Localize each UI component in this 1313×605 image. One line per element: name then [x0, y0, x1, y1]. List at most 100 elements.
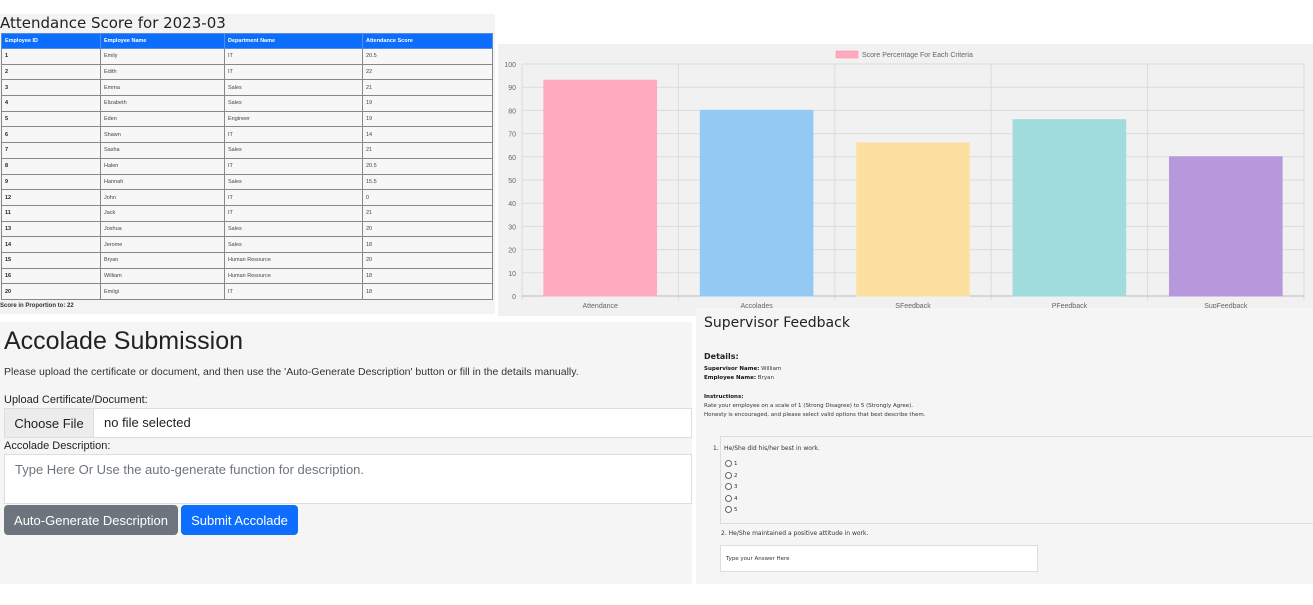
- question-2-text: 2. He/She maintained a positive attitude…: [721, 530, 869, 537]
- y-tick-label: 80: [508, 108, 516, 115]
- header-department-name: Department Name: [224, 33, 363, 49]
- table-row: 20 Emilgi IT 18: [1, 283, 493, 300]
- cell-department: IT: [224, 189, 363, 206]
- cell-employee-name: Eden: [100, 110, 225, 128]
- table-row: 3 Emma Sales 21: [1, 79, 493, 97]
- cell-employee-name: William: [100, 267, 225, 285]
- cell-employee-id: 4: [1, 95, 101, 112]
- accolade-panel: Accolade Submission Please upload the ce…: [0, 322, 692, 584]
- file-input[interactable]: Choose File no file selected: [4, 408, 692, 438]
- table-row: 15 Bryan Human Resource 20: [1, 251, 493, 269]
- cell-department: IT: [224, 204, 363, 222]
- cell-employee-name: Halen: [100, 157, 225, 175]
- bar-pfeedback: [1012, 119, 1127, 297]
- cell-employee-name: Shawn: [100, 126, 225, 144]
- cell-employee-id: 15: [1, 251, 101, 269]
- cell-employee-name: Bryan: [100, 251, 225, 269]
- x-tick-label: Attendance: [582, 303, 618, 310]
- cell-employee-name: Emilgi: [100, 283, 225, 300]
- cell-employee-id: 14: [1, 236, 101, 253]
- cell-department: Sales: [224, 79, 363, 97]
- radio-icon[interactable]: [725, 506, 732, 513]
- cell-employee-id: 12: [1, 189, 101, 206]
- cell-employee-id: 5: [1, 110, 101, 128]
- header-attendance-score: Attendance Score: [362, 33, 493, 49]
- radio-icon[interactable]: [725, 495, 732, 502]
- cell-department: IT: [224, 48, 363, 65]
- description-label: Accolade Description:: [4, 440, 111, 452]
- x-tick-label: Accolades: [740, 303, 773, 310]
- cell-employee-id: 13: [1, 220, 101, 238]
- question-2-answer-input[interactable]: [720, 545, 1038, 572]
- cell-employee-name: Elizabeth: [100, 95, 225, 112]
- table-row: 14 Jerome Sales 18: [1, 236, 493, 253]
- cell-attendance-score: 21: [362, 142, 493, 159]
- cell-employee-id: 1: [1, 48, 101, 65]
- cell-attendance-score: 21: [362, 204, 493, 222]
- cell-employee-name: Emily: [100, 48, 225, 65]
- x-tick-label: SFeedback: [895, 303, 931, 310]
- choose-file-button[interactable]: Choose File: [5, 409, 94, 437]
- cell-department: IT: [224, 283, 363, 300]
- y-tick-label: 70: [508, 132, 516, 139]
- q1-option-1[interactable]: 1: [725, 460, 738, 467]
- table-row: 4 Elizabeth Sales 19: [1, 95, 493, 112]
- cell-attendance-score: 20.5: [362, 48, 493, 65]
- radio-icon[interactable]: [725, 472, 732, 479]
- question-1-text: He/She did his/her best in work.: [724, 445, 820, 452]
- cell-department: Sales: [224, 173, 363, 191]
- table-row: 11 Jack IT 21: [1, 204, 493, 222]
- header-employee-name: Employee Name: [100, 33, 225, 49]
- table-row: 16 William Human Resource 18: [1, 267, 493, 285]
- y-tick-label: 0: [512, 294, 516, 301]
- y-tick-label: 50: [508, 178, 516, 185]
- q1-option-2[interactable]: 2: [725, 472, 738, 479]
- accolade-instructions: Please upload the certificate or documen…: [4, 366, 579, 378]
- cell-department: Sales: [224, 142, 363, 159]
- q1-option-5[interactable]: 5: [725, 506, 738, 513]
- bar-accolades: [699, 109, 814, 297]
- supervisor-feedback-panel: Supervisor Feedback Details: Supervisor …: [696, 308, 1313, 584]
- legend-swatch: [835, 50, 859, 59]
- cell-employee-name: Hannah: [100, 173, 225, 191]
- x-tick-label: SupFeedback: [1204, 303, 1248, 310]
- cell-employee-name: Sasha: [100, 142, 225, 159]
- q1-option-4[interactable]: 4: [725, 495, 738, 502]
- cell-attendance-score: 15.5: [362, 173, 493, 191]
- cell-attendance-score: 21: [362, 79, 493, 97]
- radio-icon[interactable]: [725, 483, 732, 490]
- cell-employee-id: 7: [1, 142, 101, 159]
- cell-attendance-score: 19: [362, 95, 493, 112]
- attendance-table: Employee ID Employee Name Department Nam…: [1, 33, 493, 300]
- cell-attendance-score: 18: [362, 236, 493, 253]
- score-bar-chart: 0 10 20 30 40 50 60 70 80 90 100 Attendance Accolade…: [504, 50, 1305, 310]
- cell-department: IT: [224, 157, 363, 175]
- cell-department: Sales: [224, 220, 363, 238]
- accolade-description-input[interactable]: [4, 454, 692, 504]
- supervisor-name-row: Supervisor Name: William: [704, 366, 781, 372]
- cell-employee-name: John: [100, 189, 225, 206]
- bar-attendance: [543, 79, 658, 297]
- cell-employee-name: Jerome: [100, 236, 225, 253]
- instructions-line-1: Rate your employee on a scale of 1 (Stro…: [704, 403, 914, 409]
- cell-attendance-score: 0: [362, 189, 493, 206]
- cell-employee-name: Jack: [100, 204, 225, 222]
- bar-supfeedback: [1168, 156, 1283, 297]
- y-tick-label: 40: [508, 201, 516, 208]
- supervisor-name-value: William: [761, 366, 782, 372]
- cell-department: Sales: [224, 95, 363, 112]
- y-tick-label: 60: [508, 155, 516, 162]
- cell-employee-id: 16: [1, 267, 101, 285]
- cell-attendance-score: 22: [362, 63, 493, 81]
- header-employee-id: Employee ID: [1, 33, 101, 49]
- radio-icon[interactable]: [725, 460, 732, 467]
- cell-employee-id: 9: [1, 173, 101, 191]
- auto-generate-button[interactable]: Auto-Generate Description: [4, 505, 178, 535]
- employee-name-value: Bryan: [757, 375, 774, 381]
- attendance-header-row: Employee ID Employee Name Department Nam…: [1, 33, 493, 49]
- table-row: 8 Halen IT 20.5: [1, 157, 493, 175]
- submit-accolade-button[interactable]: Submit Accolade: [181, 505, 298, 535]
- cell-attendance-score: 20: [362, 220, 493, 238]
- legend-label: Score Percentage For Each Criteria: [862, 52, 973, 59]
- q1-option-3[interactable]: 3: [725, 483, 738, 490]
